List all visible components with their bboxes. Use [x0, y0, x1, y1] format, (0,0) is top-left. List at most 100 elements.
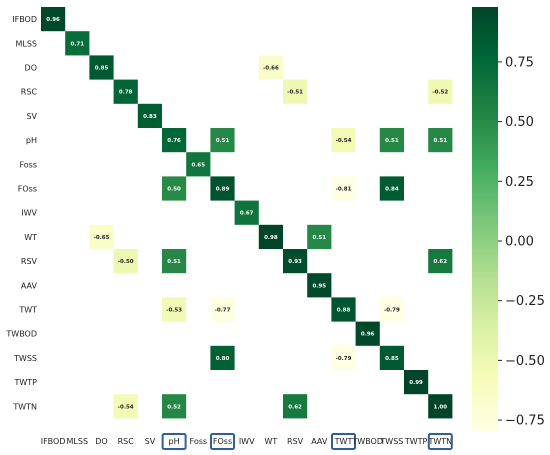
- row-label: AAV: [21, 281, 38, 290]
- row-label: DO: [25, 64, 37, 73]
- cell-value-label: 0.96: [361, 332, 375, 338]
- cell-value-label: 0.65: [192, 162, 206, 168]
- heatmap-cell: [379, 176, 404, 201]
- column-label: TWTP: [404, 437, 428, 446]
- cell-value-label: 0.80: [216, 356, 230, 362]
- cell-value-label: -0.77: [215, 308, 231, 314]
- column-label: RSV: [287, 437, 304, 446]
- cell-value-label: 0.95: [313, 283, 327, 289]
- row-label: RSV: [21, 257, 38, 266]
- highlight-box: [331, 433, 356, 450]
- row-label: pH: [26, 136, 37, 145]
- heatmap-cell: [331, 297, 356, 322]
- highlight-box: [427, 433, 453, 450]
- cell-value-label: 0.51: [216, 138, 230, 144]
- colorbar: 0.75 0.50 0.25 0.00 −0.25 −0.50 −0.75: [472, 7, 545, 432]
- cell-value-label: -0.66: [263, 66, 279, 72]
- heatmap-cell: [210, 176, 235, 201]
- cell-value-label: 0.51: [167, 259, 181, 265]
- column-label: WT: [265, 437, 278, 446]
- row-label: TWT: [18, 306, 37, 315]
- heatmap-cell: [162, 394, 187, 419]
- cell-value-label: 0.71: [71, 41, 85, 47]
- row-label: Foss: [19, 160, 37, 169]
- column-label: DO: [95, 437, 107, 446]
- heatmap-cell: [210, 345, 235, 370]
- cell-value-label: -0.51: [287, 90, 303, 96]
- cell-value-label: 0.83: [143, 114, 157, 120]
- heatmap-cell: [65, 31, 90, 56]
- row-label: TWBOD: [5, 330, 37, 339]
- cell-value-label: -0.54: [118, 404, 134, 410]
- cell-value-label: -0.65: [94, 235, 110, 241]
- row-label: MLSS: [15, 39, 37, 48]
- heatmap-cell: [307, 224, 332, 249]
- heatmap-cell: [234, 200, 259, 225]
- heatmap-cell: [428, 394, 453, 419]
- cell-value-label: 0.85: [95, 66, 109, 72]
- heatmap-cell: [258, 224, 283, 249]
- cell-value-label: 0.98: [264, 235, 278, 241]
- column-label: MLSS: [67, 437, 89, 446]
- column-label: IFBOD: [41, 437, 66, 446]
- heatmap-grid: 0.96 0.71 0.85 -0.66 0.78 -0.51 -0.52 0.83 0.76 0…: [41, 7, 453, 419]
- colorbar-tick-label: 0.75: [505, 55, 534, 70]
- heatmap-cell: [113, 249, 138, 274]
- row-label: TWSS: [13, 354, 37, 363]
- cell-value-label: -0.81: [336, 187, 352, 193]
- heatmap-cell: [186, 152, 211, 177]
- cell-value-label: 0.51: [385, 138, 399, 144]
- highlight-box: [161, 433, 187, 450]
- heatmap-cell: [283, 394, 308, 419]
- cell-value-label: 0.96: [46, 17, 60, 23]
- cell-value-label: -0.52: [432, 90, 448, 96]
- cell-value-label: 0.85: [385, 356, 399, 362]
- row-label: RSC: [21, 88, 38, 97]
- cell-value-label: 0.84: [385, 187, 399, 193]
- heatmap-cell: [331, 176, 356, 201]
- colorbar-tick-label: 0.25: [505, 175, 534, 190]
- row-label: FOss: [18, 185, 37, 194]
- row-label: WT: [24, 233, 37, 242]
- heatmap-cell: [89, 55, 114, 80]
- cell-value-label: 0.89: [216, 187, 230, 193]
- column-label: pH: [169, 437, 180, 446]
- heatmap-cell: [428, 79, 453, 104]
- cell-value-label: 0.67: [240, 211, 254, 217]
- column-label: SV: [145, 437, 156, 446]
- column-label: TWT: [334, 437, 353, 446]
- heatmap-cell: [89, 224, 114, 249]
- column-label: TWTN: [427, 437, 452, 446]
- heatmap-cell: [162, 128, 187, 153]
- heatmap-cell: [379, 297, 404, 322]
- column-label: AAV: [311, 437, 328, 446]
- cell-value-label: 0.62: [434, 259, 448, 265]
- heatmap-cell: [379, 345, 404, 370]
- heatmap-cell: [331, 128, 356, 153]
- cell-value-label: 0.88: [337, 308, 351, 314]
- colorbar-tick-label: −0.75: [505, 414, 545, 429]
- heatmap-cell: [162, 176, 187, 201]
- heatmap-cell: [355, 321, 380, 346]
- heatmap-cell: [283, 79, 308, 104]
- heatmap-cell: [428, 128, 453, 153]
- heatmap-cell: [258, 55, 283, 80]
- cell-value-label: 0.52: [167, 404, 181, 410]
- cell-value-label: 0.51: [313, 235, 327, 241]
- heatmap-cell: [113, 79, 138, 104]
- heatmap-cell: [307, 273, 332, 298]
- cell-value-label: 0.93: [288, 259, 302, 265]
- column-label: TWSS: [379, 437, 403, 446]
- row-label: IFBOD: [12, 15, 37, 24]
- row-label: TWTN: [12, 402, 37, 411]
- cell-value-label: 0.78: [119, 90, 133, 96]
- cell-value-label: -0.79: [336, 356, 352, 362]
- cell-value-label: 0.50: [167, 187, 181, 193]
- heatmap-cell: [428, 249, 453, 274]
- highlight-box: [210, 433, 235, 450]
- colorbar-tick-label: −0.50: [505, 354, 545, 369]
- column-labels: IFBOD MLSS DO RSC SV pH Foss FOss IWV WT RSV AAV TWT…: [41, 433, 453, 450]
- column-label: FOss: [213, 437, 232, 446]
- cell-value-label: -0.54: [336, 138, 352, 144]
